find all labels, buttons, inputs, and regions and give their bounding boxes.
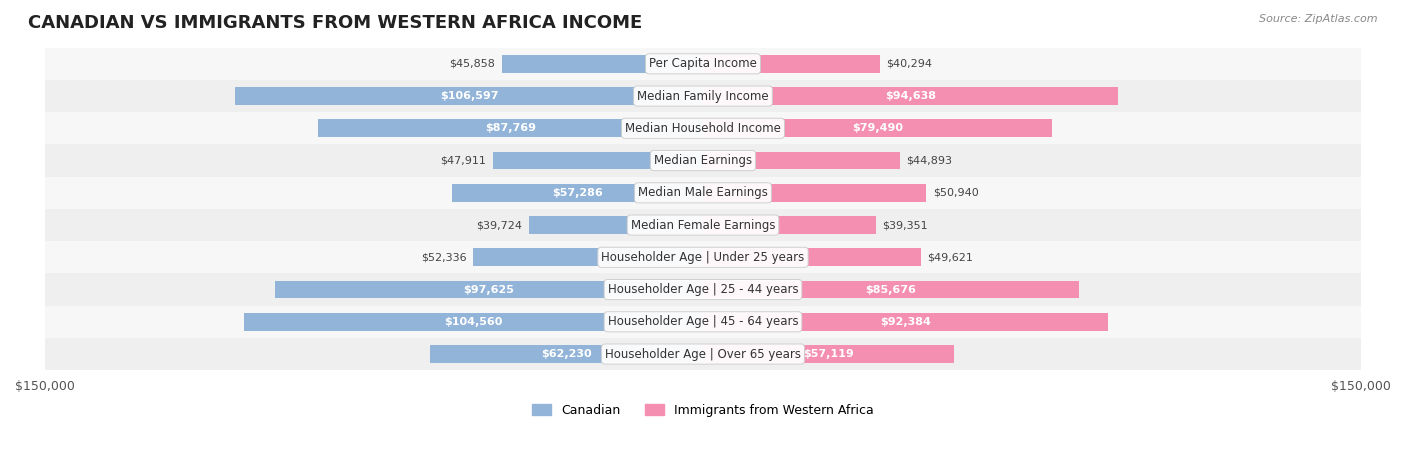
Bar bbox=[451, 184, 703, 202]
Legend: Canadian, Immigrants from Western Africa: Canadian, Immigrants from Western Africa bbox=[527, 399, 879, 422]
Bar bbox=[45, 144, 1361, 177]
Bar bbox=[45, 306, 1361, 338]
Bar bbox=[703, 313, 1108, 331]
Text: $92,384: $92,384 bbox=[880, 317, 931, 327]
Bar bbox=[494, 152, 703, 170]
Text: Median Household Income: Median Household Income bbox=[626, 122, 780, 135]
Bar bbox=[318, 120, 703, 137]
Text: Median Family Income: Median Family Income bbox=[637, 90, 769, 103]
Text: $40,294: $40,294 bbox=[886, 59, 932, 69]
Text: $104,560: $104,560 bbox=[444, 317, 503, 327]
Bar bbox=[502, 55, 703, 73]
Bar bbox=[703, 248, 921, 266]
Text: Median Female Earnings: Median Female Earnings bbox=[631, 219, 775, 232]
Text: Householder Age | Under 25 years: Householder Age | Under 25 years bbox=[602, 251, 804, 264]
Bar bbox=[430, 345, 703, 363]
Text: Per Capita Income: Per Capita Income bbox=[650, 57, 756, 71]
Bar bbox=[703, 345, 953, 363]
Bar bbox=[274, 281, 703, 298]
Bar bbox=[45, 241, 1361, 274]
Text: $47,911: $47,911 bbox=[440, 156, 486, 166]
Bar bbox=[45, 48, 1361, 80]
Bar bbox=[703, 120, 1052, 137]
Bar bbox=[45, 274, 1361, 306]
Bar bbox=[474, 248, 703, 266]
Bar bbox=[703, 184, 927, 202]
Text: $62,230: $62,230 bbox=[541, 349, 592, 359]
Text: $39,351: $39,351 bbox=[882, 220, 928, 230]
Text: $106,597: $106,597 bbox=[440, 91, 498, 101]
Text: CANADIAN VS IMMIGRANTS FROM WESTERN AFRICA INCOME: CANADIAN VS IMMIGRANTS FROM WESTERN AFRI… bbox=[28, 14, 643, 32]
Text: $44,893: $44,893 bbox=[907, 156, 952, 166]
Text: $39,724: $39,724 bbox=[477, 220, 522, 230]
Text: $45,858: $45,858 bbox=[450, 59, 495, 69]
Bar bbox=[703, 152, 900, 170]
Text: $57,286: $57,286 bbox=[553, 188, 603, 198]
Bar bbox=[703, 216, 876, 234]
Text: $49,621: $49,621 bbox=[928, 252, 973, 262]
Text: Median Earnings: Median Earnings bbox=[654, 154, 752, 167]
Bar bbox=[703, 55, 880, 73]
Text: Householder Age | 25 - 44 years: Householder Age | 25 - 44 years bbox=[607, 283, 799, 296]
Text: Householder Age | Over 65 years: Householder Age | Over 65 years bbox=[605, 347, 801, 361]
Text: Source: ZipAtlas.com: Source: ZipAtlas.com bbox=[1260, 14, 1378, 24]
Bar bbox=[45, 338, 1361, 370]
Bar bbox=[703, 281, 1078, 298]
Text: $50,940: $50,940 bbox=[934, 188, 979, 198]
Bar bbox=[45, 80, 1361, 112]
Bar bbox=[529, 216, 703, 234]
Bar bbox=[703, 87, 1118, 105]
Bar bbox=[45, 112, 1361, 144]
Text: $85,676: $85,676 bbox=[866, 284, 917, 295]
Text: Median Male Earnings: Median Male Earnings bbox=[638, 186, 768, 199]
Text: $97,625: $97,625 bbox=[464, 284, 515, 295]
Text: $52,336: $52,336 bbox=[422, 252, 467, 262]
Text: $79,490: $79,490 bbox=[852, 123, 903, 133]
Bar bbox=[245, 313, 703, 331]
Bar bbox=[45, 177, 1361, 209]
Text: Householder Age | 45 - 64 years: Householder Age | 45 - 64 years bbox=[607, 315, 799, 328]
Bar bbox=[45, 209, 1361, 241]
Bar bbox=[235, 87, 703, 105]
Text: $87,769: $87,769 bbox=[485, 123, 536, 133]
Text: $94,638: $94,638 bbox=[886, 91, 936, 101]
Text: $57,119: $57,119 bbox=[803, 349, 853, 359]
